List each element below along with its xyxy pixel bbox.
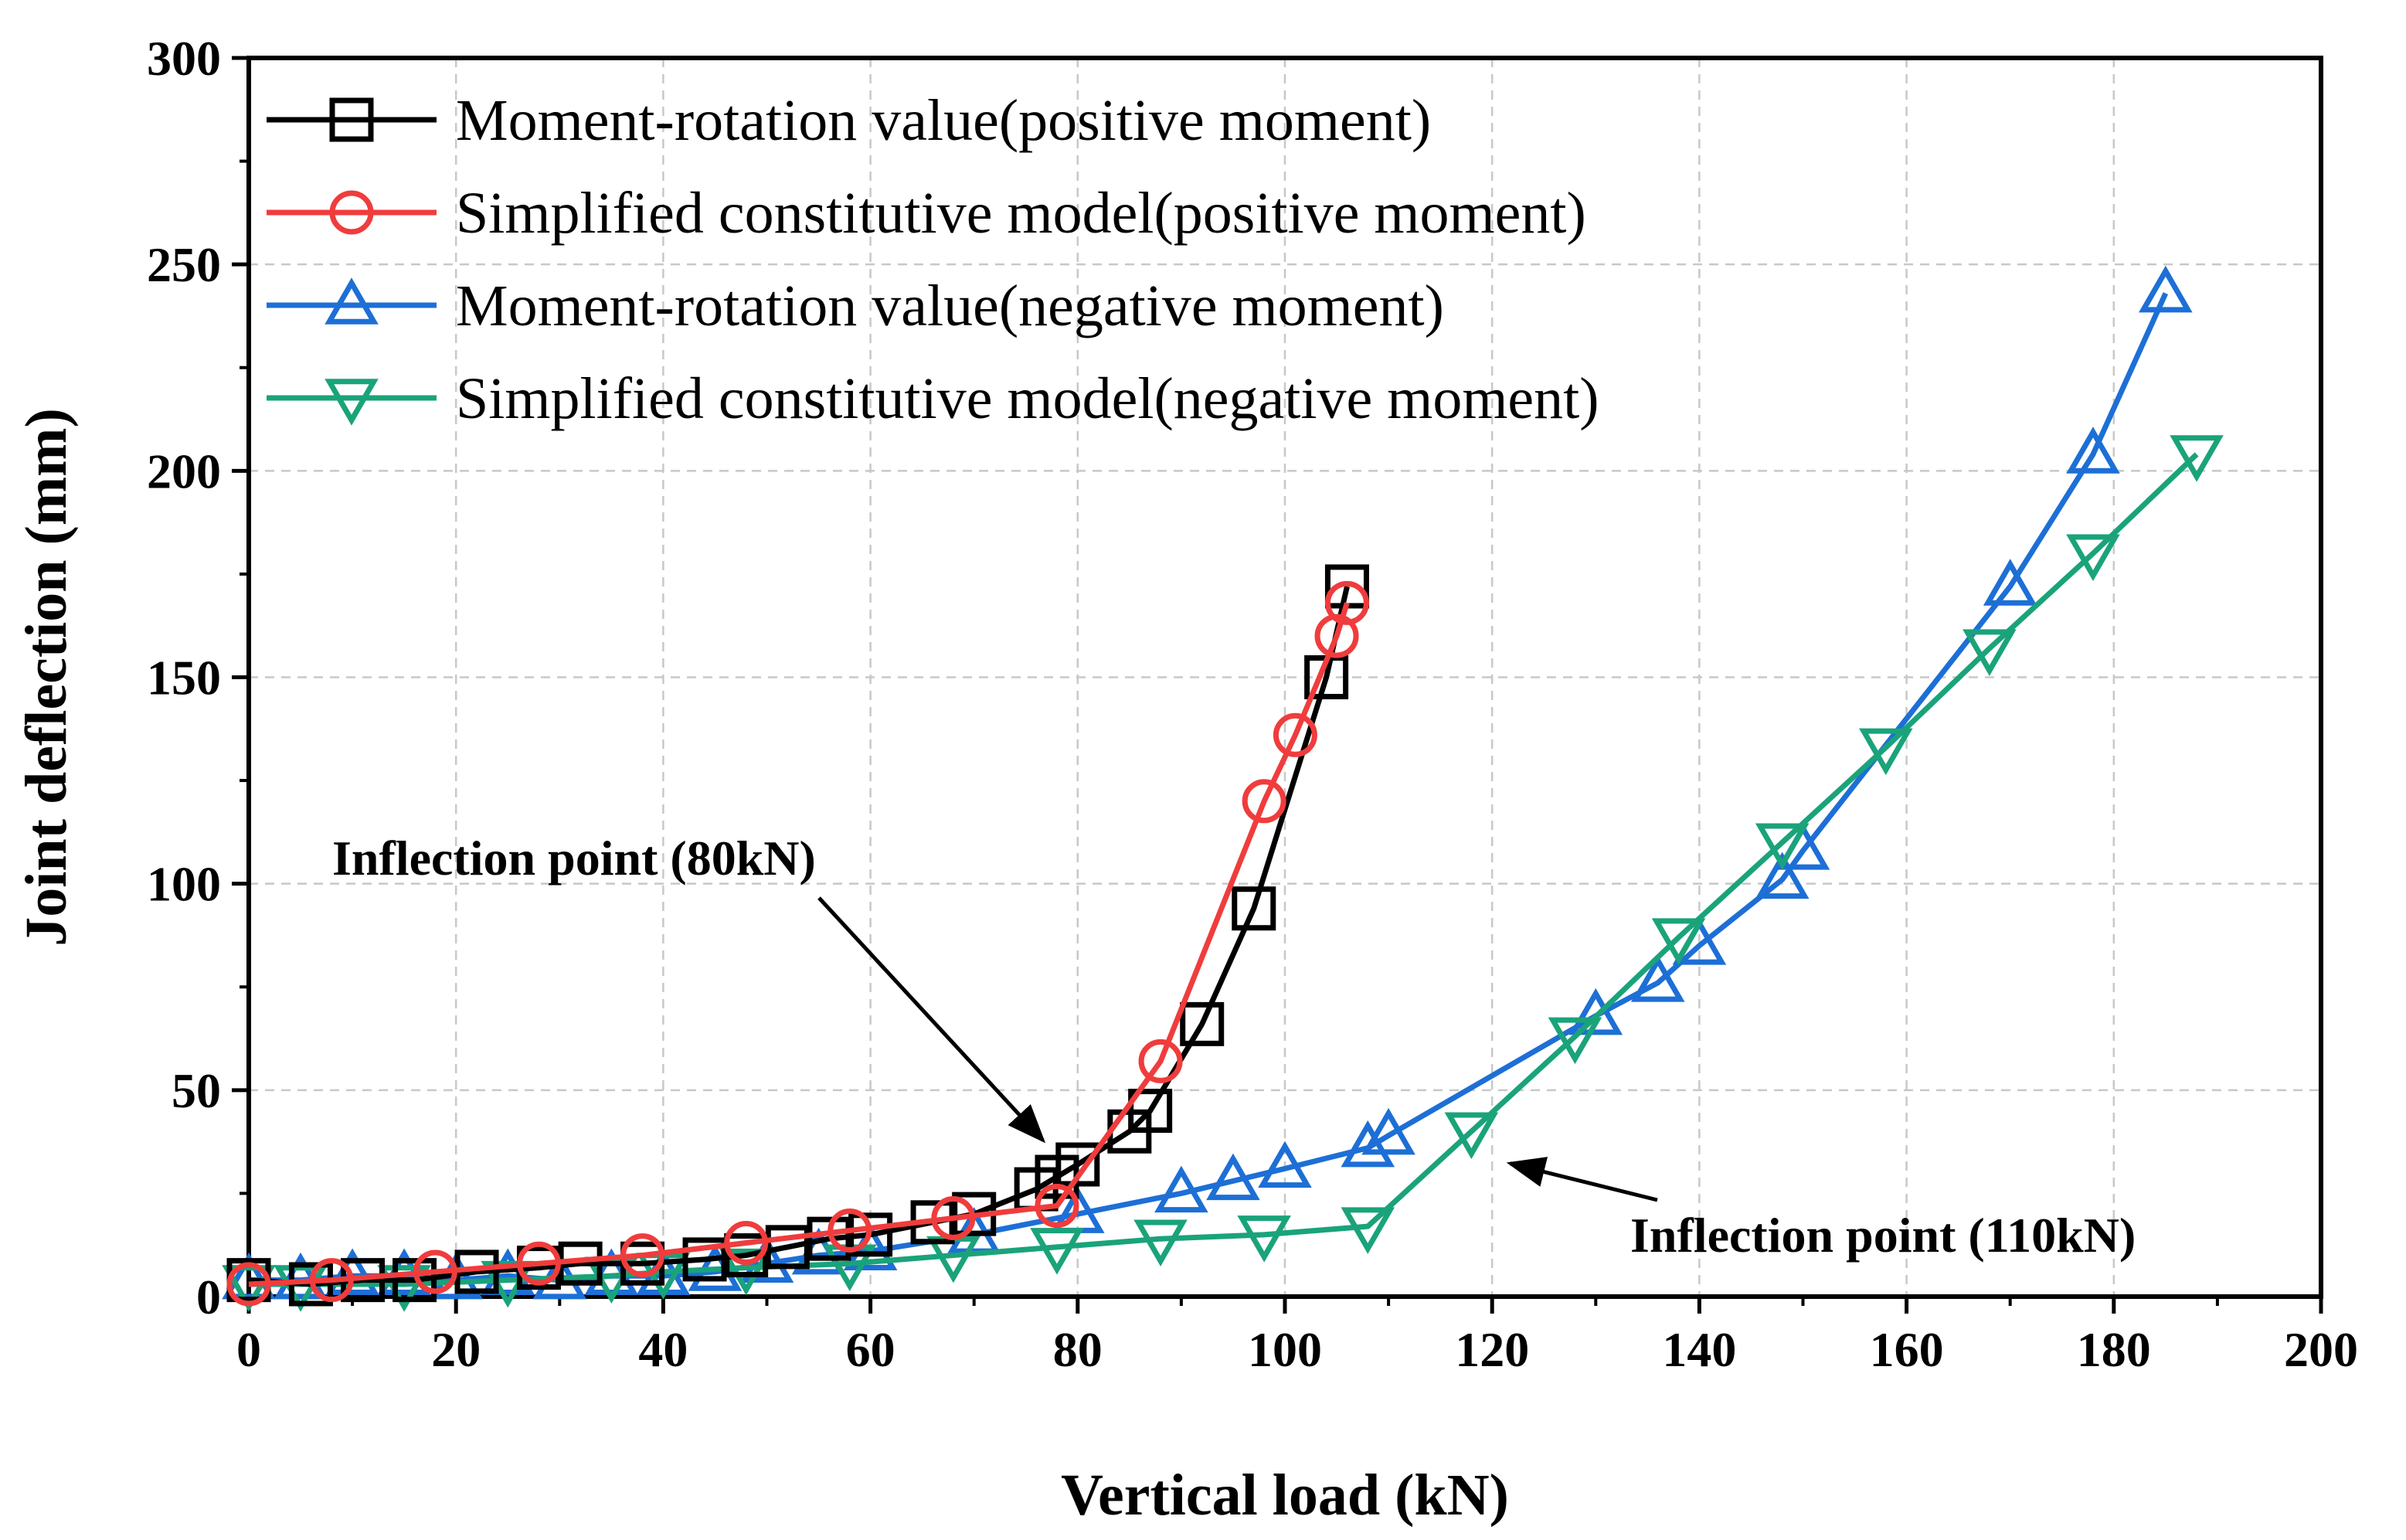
- data-point-circle: [620, 1233, 665, 1278]
- data-point-triangle-up: [2139, 265, 2193, 313]
- series-line: [249, 452, 2199, 1287]
- annotation-arrow-1: [817, 896, 1046, 1144]
- data-point-triangle-down: [222, 1265, 276, 1312]
- data-point-circle: [226, 1262, 271, 1307]
- x-tick-label: 200: [2284, 1322, 2358, 1377]
- data-point-circle: [1324, 580, 1369, 625]
- data-point-triangle-down: [325, 379, 379, 426]
- legend-label: Moment-rotation value(negative moment): [456, 274, 1444, 338]
- data-point-circle: [1273, 712, 1317, 757]
- data-point-triangle-down: [1963, 629, 2017, 676]
- data-point-triangle-down: [1444, 1112, 1499, 1160]
- x-tick-label: 0: [236, 1322, 261, 1377]
- data-point-triangle-up: [325, 277, 379, 325]
- data-point-triangle-down: [1651, 918, 1706, 965]
- y-axis-title: Joint deflection (mm): [14, 408, 79, 947]
- data-point-square: [848, 1212, 893, 1257]
- y-tick-label: 100: [147, 857, 221, 912]
- y-tick-label: 250: [147, 237, 221, 292]
- x-tick-label: 120: [1455, 1322, 1529, 1377]
- y-tick-label: 0: [196, 1270, 221, 1324]
- x-tick-label: 40: [638, 1322, 688, 1377]
- data-point-circle: [413, 1249, 457, 1294]
- data-point-triangle-down: [1237, 1215, 1291, 1263]
- data-point-square: [765, 1225, 810, 1270]
- legend-label: Simplified constitutive model(negative m…: [456, 366, 1599, 431]
- data-point-circle: [724, 1221, 769, 1266]
- data-point-circle: [1242, 779, 1286, 824]
- data-point-circle: [309, 1258, 354, 1303]
- y-tick-label: 200: [147, 444, 221, 498]
- data-point-square: [1180, 1001, 1225, 1046]
- data-point-triangle-up: [1983, 559, 2037, 606]
- y-tick-label: 300: [147, 31, 221, 86]
- legend-item-4: Simplified constitutive model(negative m…: [267, 366, 1599, 431]
- x-tick-label: 180: [2077, 1322, 2151, 1377]
- data-point-square: [682, 1237, 727, 1282]
- annotation-label-1: Inflection point (80kN): [332, 831, 816, 886]
- data-point-circle: [931, 1195, 976, 1240]
- annotation-arrow-2: [1506, 1157, 1658, 1202]
- x-tick-label: 60: [846, 1322, 895, 1377]
- y-tick-label: 50: [172, 1063, 221, 1118]
- data-point-triangle-down: [1030, 1228, 1084, 1275]
- series-line: [248, 586, 1350, 1287]
- series-line: [249, 292, 2169, 1283]
- legend-label: Simplified constitutive model(positive m…: [456, 181, 1586, 246]
- series-line: [248, 602, 1350, 1287]
- x-tick-label: 160: [1870, 1322, 1944, 1377]
- data-point-triangle-down: [719, 1248, 773, 1296]
- data-point-triangle-up: [1341, 1120, 1395, 1168]
- legend-item-2: Simplified constitutive model(positive m…: [267, 181, 1586, 246]
- data-point-triangle-down: [1548, 1017, 1602, 1065]
- annotation-label-2: Inflection point (110kN): [1630, 1208, 2136, 1263]
- x-tick-label: 100: [1248, 1322, 1322, 1377]
- data-point-square: [393, 1258, 437, 1303]
- legend-item-1: Moment-rotation value(positive moment): [267, 88, 1431, 153]
- data-point-square: [1232, 886, 1276, 931]
- data-point-triangle-up: [1568, 988, 1623, 1035]
- data-point-circle: [1035, 1183, 1079, 1228]
- series-2: [226, 580, 1369, 1307]
- x-tick-label: 20: [431, 1322, 481, 1377]
- data-point-triangle-down: [1341, 1207, 1395, 1254]
- grid-lines: [249, 58, 2321, 1297]
- data-point-circle: [516, 1241, 561, 1286]
- data-point-triangle-down: [1133, 1219, 1188, 1266]
- series-layer: [222, 265, 2224, 1312]
- legend-item-3: Moment-rotation value(negative moment): [267, 274, 1444, 338]
- data-point-triangle-down: [2066, 534, 2120, 581]
- data-point-triangle-up: [2066, 427, 2120, 474]
- data-point-circle: [1138, 1039, 1183, 1083]
- data-point-square: [807, 1216, 851, 1261]
- data-point-triangle-up: [1206, 1153, 1260, 1201]
- data-point-square: [724, 1233, 769, 1278]
- annotations: Inflection point (80kN) Inflection point …: [332, 831, 2136, 1263]
- axis-ticks: [232, 56, 2323, 1314]
- data-point-triangle-down: [1858, 728, 1913, 776]
- x-tick-label: 80: [1053, 1322, 1103, 1377]
- data-point-circle: [827, 1209, 872, 1253]
- data-point-triangle-up: [1755, 852, 1810, 899]
- tick-labels: 0 20 40 60 80 100 120 140 160 180 200 0 50 100 150 200 2…: [147, 31, 2358, 1377]
- data-point-triangle-up: [1258, 1141, 1312, 1188]
- data-point-triangle-up: [1154, 1165, 1208, 1213]
- data-point-square: [329, 97, 374, 142]
- data-point-triangle-down: [2170, 435, 2224, 482]
- data-point-circle: [329, 190, 374, 235]
- y-tick-label: 150: [147, 651, 221, 705]
- legend-label: Moment-rotation value(positive moment): [456, 88, 1431, 153]
- x-tick-label: 140: [1662, 1322, 1736, 1377]
- data-point-triangle-up: [1361, 1107, 1415, 1155]
- x-axis-title: Vertical load (kN): [1061, 1463, 1509, 1528]
- series-3: [222, 265, 2193, 1300]
- series-4: [222, 435, 2224, 1312]
- legend: Moment-rotation value(positive moment) Si…: [267, 88, 1599, 431]
- data-point-square: [1128, 1089, 1173, 1134]
- data-point-triangle-up: [1630, 955, 1685, 1002]
- data-point-square: [1055, 1142, 1100, 1187]
- data-point-triangle-down: [1755, 823, 1810, 871]
- data-point-triangle-up: [222, 1252, 276, 1300]
